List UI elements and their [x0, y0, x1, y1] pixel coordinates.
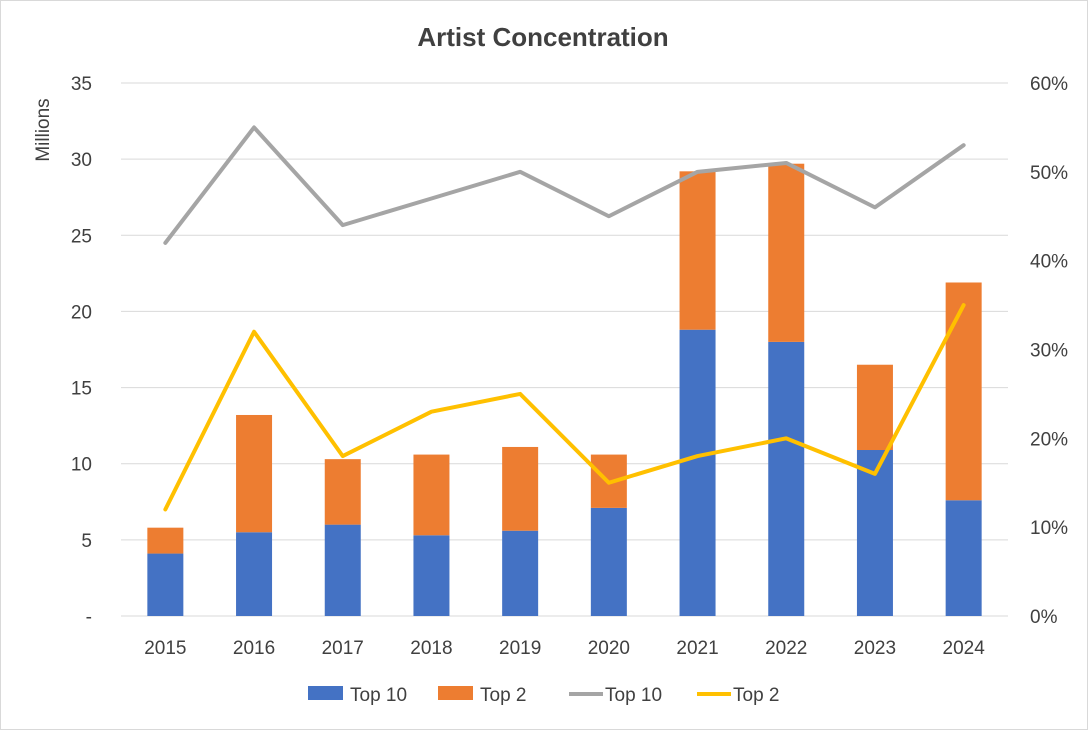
- bars-group: [147, 163, 982, 616]
- bar-top10: [945, 500, 982, 616]
- y2-tick-label: 10%: [1030, 518, 1068, 539]
- x-tick-label: 2017: [322, 638, 364, 659]
- chart-title: Artist Concentration: [417, 22, 668, 52]
- legend-label: Top 10: [350, 685, 407, 706]
- lines-group: [163, 125, 966, 512]
- bar-top10: [768, 341, 805, 616]
- bar-top10: [679, 329, 716, 616]
- x-tick-label: 2024: [943, 638, 986, 659]
- bar-top2: [324, 459, 361, 525]
- y2-tick-label: 60%: [1030, 74, 1068, 95]
- x-tick-label: 2021: [676, 638, 718, 659]
- bar-top10: [590, 507, 627, 616]
- x-tick-label: 2022: [765, 638, 807, 659]
- x-tick-label: 2023: [854, 638, 896, 659]
- x-axis-labels: 2015 2016 2017 2018 2019 2020 2021 2022 2023 2024: [144, 638, 985, 659]
- y-tick-label: 10: [71, 455, 92, 476]
- legend-label: Top 10: [605, 685, 662, 706]
- line-top2-share: [163, 303, 966, 512]
- bar-top10: [856, 450, 893, 616]
- bar-top10: [502, 530, 539, 616]
- bar-top2: [413, 454, 450, 536]
- y2-tick-label: 0%: [1030, 607, 1058, 628]
- y2-tick-label: 40%: [1030, 252, 1068, 273]
- bar-top2: [856, 364, 893, 451]
- bar-top2: [236, 414, 273, 533]
- y-tick-label: 5: [81, 531, 92, 552]
- y2-tick-label: 50%: [1030, 163, 1068, 184]
- x-tick-label: 2019: [499, 638, 541, 659]
- legend-label: Top 2: [480, 685, 526, 706]
- bar-top10: [147, 553, 184, 616]
- y-tick-label: 35: [71, 74, 92, 95]
- y2-tick-label: 30%: [1030, 341, 1068, 362]
- y-tick-label: -: [86, 607, 92, 628]
- line-top10-share: [163, 125, 966, 245]
- x-tick-label: 2016: [233, 638, 275, 659]
- legend-swatch-bar: [308, 686, 343, 700]
- bar-top10: [324, 524, 361, 616]
- x-tick-label: 2015: [144, 638, 186, 659]
- legend: Top 10 Top 2 Top 10 Top 2: [308, 685, 779, 706]
- y-tick-label: 25: [71, 226, 92, 247]
- bar-top2: [147, 527, 184, 554]
- y-axis-labels: - 5 10 15 20 25 30 35: [71, 74, 92, 628]
- bar-top10: [236, 532, 273, 616]
- bar-top2: [945, 282, 982, 501]
- y-tick-label: 30: [71, 150, 92, 171]
- y-axis-title: Millions: [33, 98, 54, 161]
- legend-swatch-bar: [438, 686, 473, 700]
- x-tick-label: 2018: [410, 638, 452, 659]
- y-tick-label: 15: [71, 379, 92, 400]
- y2-axis-labels: 0% 10% 20% 30% 40% 50% 60%: [1030, 74, 1068, 628]
- y2-tick-label: 20%: [1030, 429, 1068, 450]
- bar-top2: [502, 446, 539, 531]
- bar-top10: [413, 535, 450, 616]
- x-tick-label: 2020: [588, 638, 630, 659]
- bar-top2: [768, 163, 805, 342]
- bar-top2: [679, 171, 716, 330]
- y-tick-label: 20: [71, 302, 92, 323]
- legend-label: Top 2: [733, 685, 779, 706]
